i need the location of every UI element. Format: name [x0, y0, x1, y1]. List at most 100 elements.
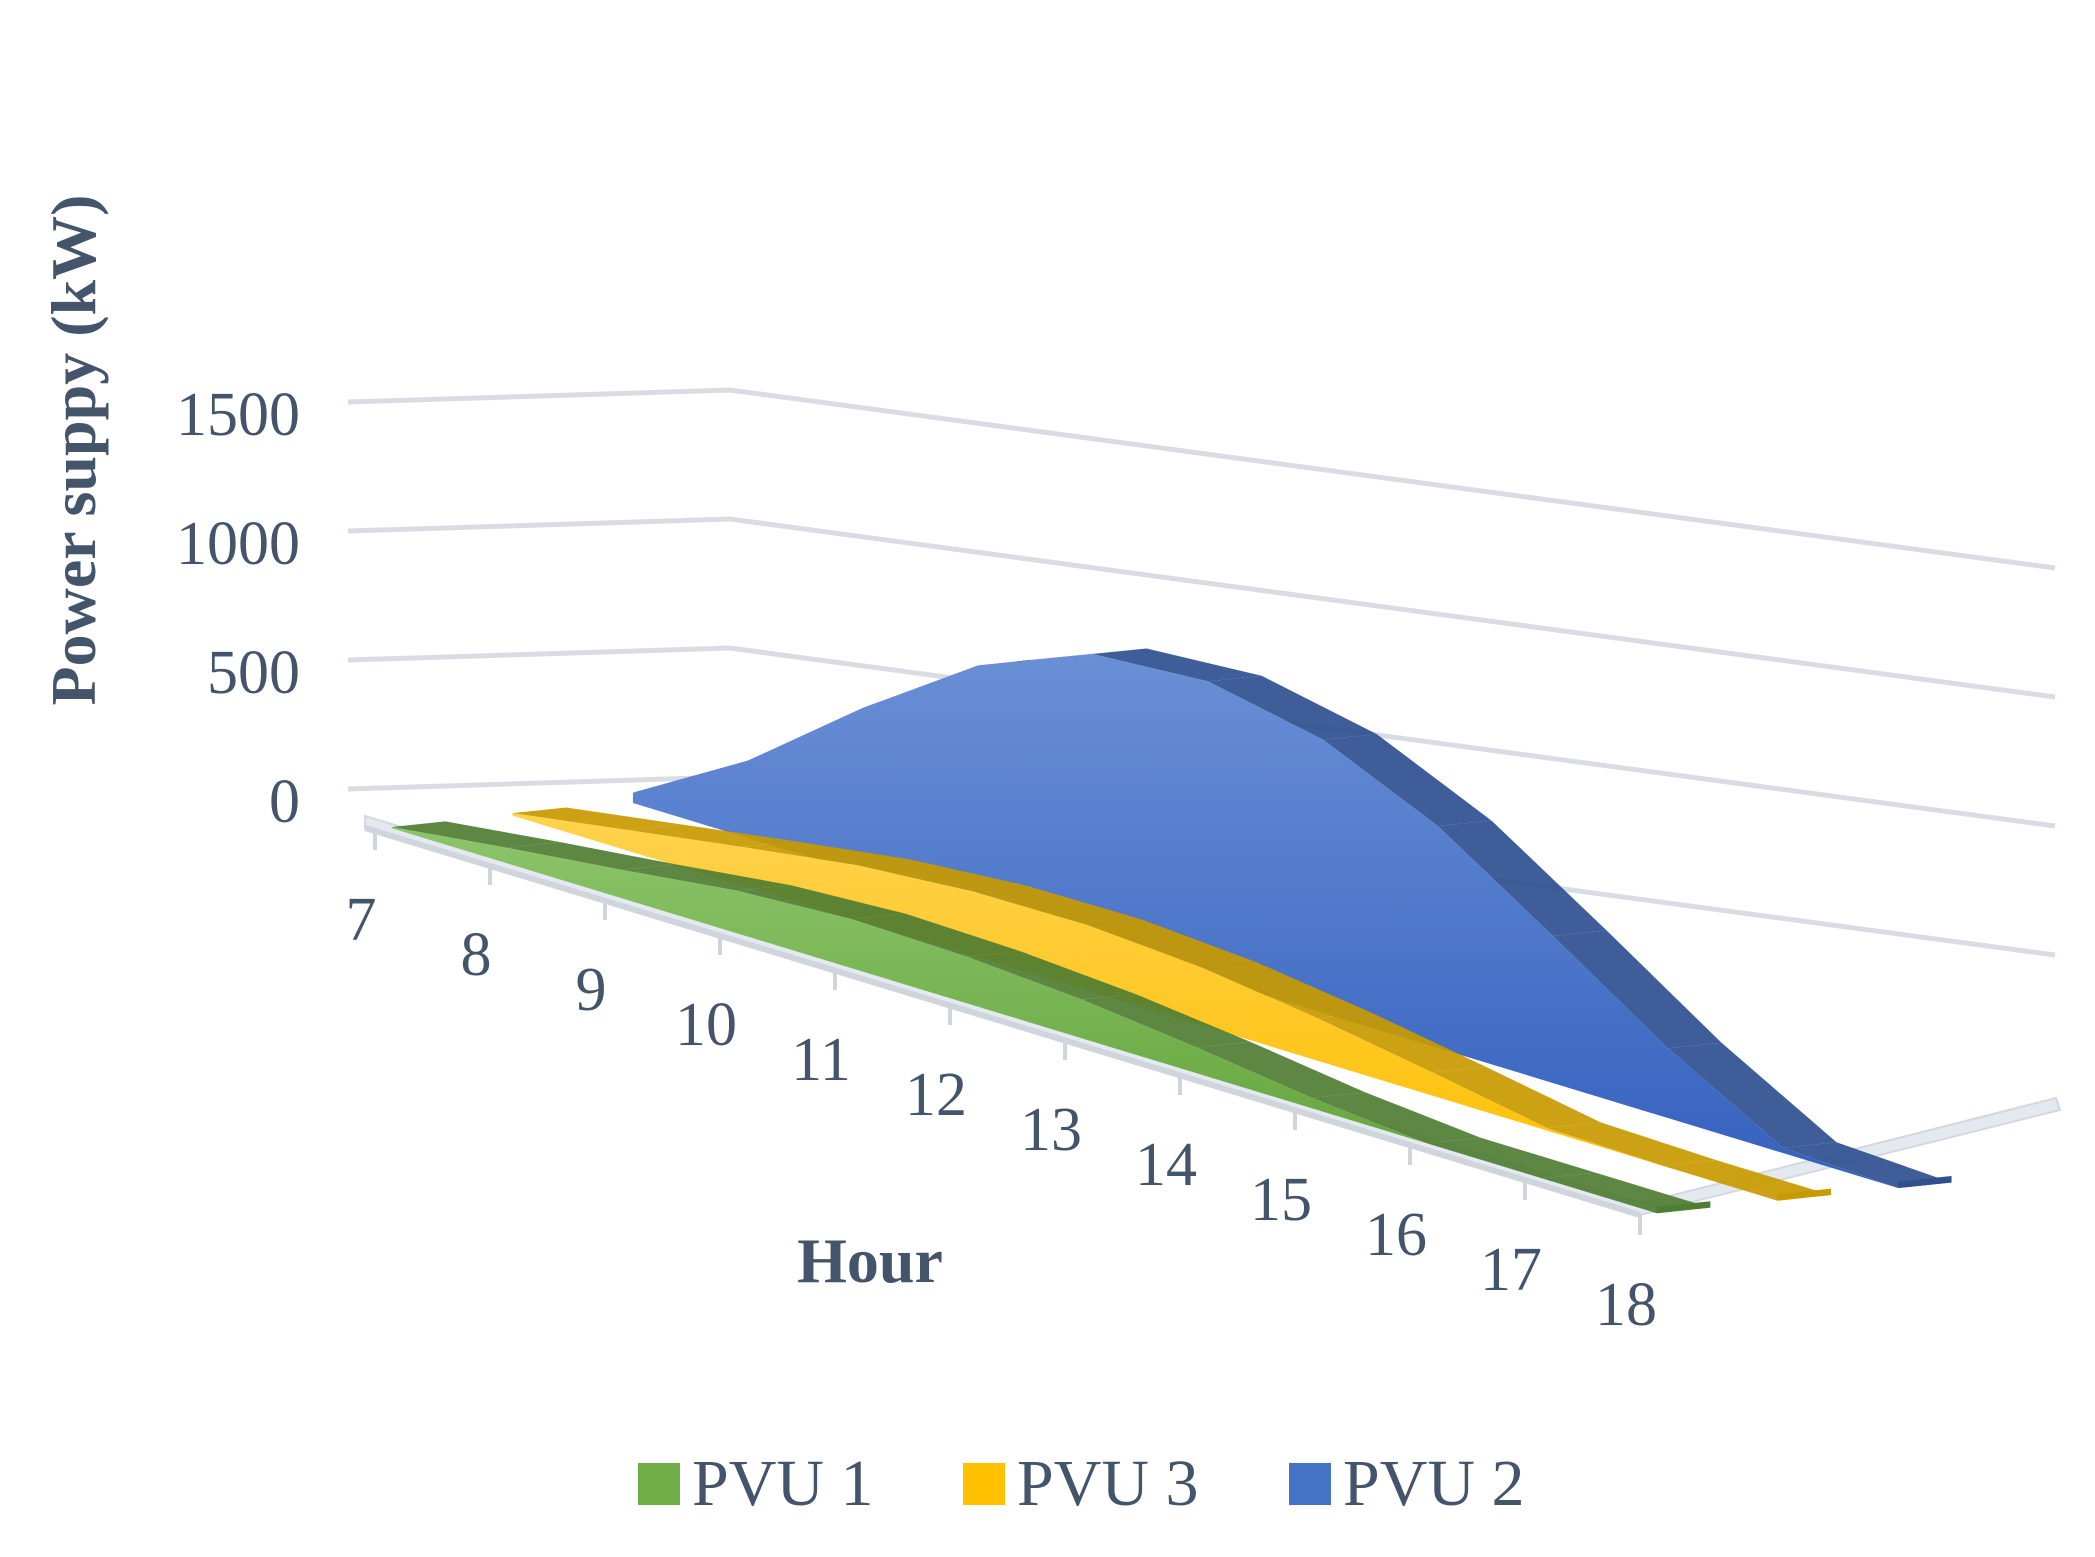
point-pvu-1-10 [734, 888, 740, 894]
point-pvu-1-16 [1424, 1140, 1430, 1146]
point-pvu-3-11 [969, 888, 975, 894]
x-tick-label-9: 9 [576, 956, 607, 1024]
top-segment-pvu-3-8 [627, 824, 796, 847]
top-segment-pvu-1-14 [1196, 1041, 1366, 1098]
top-segment-pvu-2-14 [1437, 820, 1607, 936]
top-segment-pvu-2-10 [977, 648, 1147, 666]
point-pvu-3-16 [1544, 1125, 1550, 1131]
x-tick-label-15: 15 [1250, 1166, 1312, 1234]
area-front-pvu-1 [391, 826, 1657, 1214]
top-segment-pvu-3-13 [1202, 962, 1371, 1019]
top-segment-pvu-3-11 [972, 885, 1141, 925]
point-pvu-1-17 [1539, 1175, 1545, 1181]
y-tick-label-500: 500 [207, 639, 300, 707]
point-pvu-2-9 [860, 705, 866, 711]
top-segment-pvu-2-16 [1667, 1042, 1837, 1148]
top-segment-pvu-1-15 [1311, 1092, 1481, 1144]
x-tick-label-11: 11 [791, 1026, 851, 1094]
top-segment-pvu-3-14 [1317, 1012, 1486, 1073]
top-segment-pvu-3-10 [857, 859, 1026, 892]
x-tick-label-18: 18 [1595, 1271, 1657, 1339]
y-axis-tick-labels: 0 500 1000 1500 [176, 381, 300, 836]
y-tick-label-0: 0 [269, 768, 300, 836]
x-tick-label-16: 16 [1365, 1201, 1427, 1269]
point-pvu-3-12 [1084, 922, 1090, 928]
top-segment-pvu-2-17 [1782, 1142, 1952, 1189]
x-axis-line [364, 825, 1641, 1218]
point-pvu-2-16 [1665, 1045, 1671, 1051]
point-pvu-2-15 [1550, 933, 1556, 939]
top-segment-pvu-3-12 [1087, 919, 1256, 968]
point-pvu-2-18 [1895, 1185, 1901, 1191]
top-segment-pvu-1-11 [851, 913, 1021, 957]
top-segment-pvu-1-8 [506, 842, 676, 870]
legend-label-pvu-3: PVU 3 [1017, 1447, 1199, 1520]
series-pvu-2 [630, 648, 1952, 1191]
x-tick-label-12: 12 [905, 1061, 967, 1129]
top-segment-pvu-2-15 [1552, 930, 1722, 1049]
y-tick-label-1500: 1500 [176, 381, 300, 449]
x-axis-title: Hour [797, 1225, 943, 1296]
point-pvu-3-10 [854, 862, 860, 868]
top-segment-pvu-1-9 [621, 864, 791, 891]
top-segment-pvu-1-12 [966, 951, 1136, 1000]
y-axis-title: Power suppy (kW) [38, 195, 109, 706]
legend-label-pvu-2: PVU 2 [1343, 1447, 1525, 1520]
end-cap-pvu-3 [1777, 1188, 1831, 1201]
end-cap-pvu-2 [1897, 1176, 1952, 1189]
point-pvu-2-7 [630, 790, 636, 796]
top-segment-pvu-3-9 [742, 841, 911, 866]
point-pvu-1-8 [504, 845, 510, 851]
legend-swatch-pvu-1 [638, 1463, 680, 1505]
point-pvu-3-17 [1659, 1163, 1665, 1169]
x-tick-label-17: 17 [1480, 1236, 1542, 1304]
x-tick-label-13: 13 [1020, 1096, 1082, 1164]
end-cap-pvu-1 [1656, 1201, 1711, 1214]
top-segment-pvu-3-7 [512, 807, 681, 831]
point-pvu-2-17 [1780, 1145, 1786, 1151]
point-pvu-3-15 [1429, 1069, 1435, 1075]
y-tick-label-1000: 1000 [176, 510, 300, 578]
point-pvu-3-14 [1314, 1015, 1320, 1021]
series-areas [389, 648, 1952, 1216]
point-pvu-1-11 [849, 916, 855, 922]
top-segment-pvu-1-16 [1426, 1137, 1596, 1179]
gridline-1500 [347, 387, 2056, 571]
point-pvu-1-9 [619, 867, 625, 873]
point-pvu-1-18 [1654, 1210, 1660, 1216]
top-segment-pvu-2-13 [1322, 733, 1492, 827]
top-segment-pvu-1-7 [391, 821, 561, 848]
top-segment-pvu-1-13 [1081, 993, 1251, 1048]
x-tick-label-7: 7 [346, 886, 377, 954]
x-axis: 7 8 9 10 11 12 13 14 15 16 17 18 [346, 825, 1657, 1339]
legend-swatch-pvu-2 [1289, 1463, 1331, 1505]
legend-swatch-pvu-3 [963, 1463, 1005, 1505]
point-pvu-1-7 [389, 824, 395, 830]
area-front-pvu-2 [632, 654, 1898, 1189]
x-tick-label-8: 8 [461, 921, 492, 989]
point-pvu-3-13 [1199, 965, 1205, 971]
legend: PVU 1 PVU 3 PVU 2 [638, 1447, 1525, 1520]
top-segment-pvu-1-10 [736, 885, 906, 920]
point-pvu-3-18 [1774, 1198, 1780, 1204]
series-pvu-1 [389, 821, 1711, 1216]
top-segment-pvu-3-16 [1547, 1122, 1716, 1166]
point-pvu-1-15 [1309, 1095, 1315, 1101]
point-pvu-2-10 [975, 663, 981, 669]
point-pvu-1-14 [1194, 1044, 1200, 1050]
top-segment-pvu-1-17 [1541, 1172, 1711, 1214]
x-tick-label-14: 14 [1135, 1131, 1197, 1199]
point-pvu-2-13 [1320, 737, 1326, 743]
point-pvu-1-13 [1079, 997, 1085, 1003]
top-segment-pvu-2-11 [1092, 648, 1262, 682]
top-segment-pvu-2-12 [1207, 675, 1377, 740]
point-pvu-3-7 [509, 810, 515, 816]
top-segment-pvu-3-15 [1432, 1066, 1601, 1129]
gridline-500 [347, 645, 2056, 829]
point-pvu-3-9 [739, 844, 745, 850]
point-pvu-2-12 [1205, 678, 1211, 684]
top-segment-pvu-3-17 [1662, 1160, 1831, 1201]
point-pvu-3-8 [624, 827, 630, 833]
